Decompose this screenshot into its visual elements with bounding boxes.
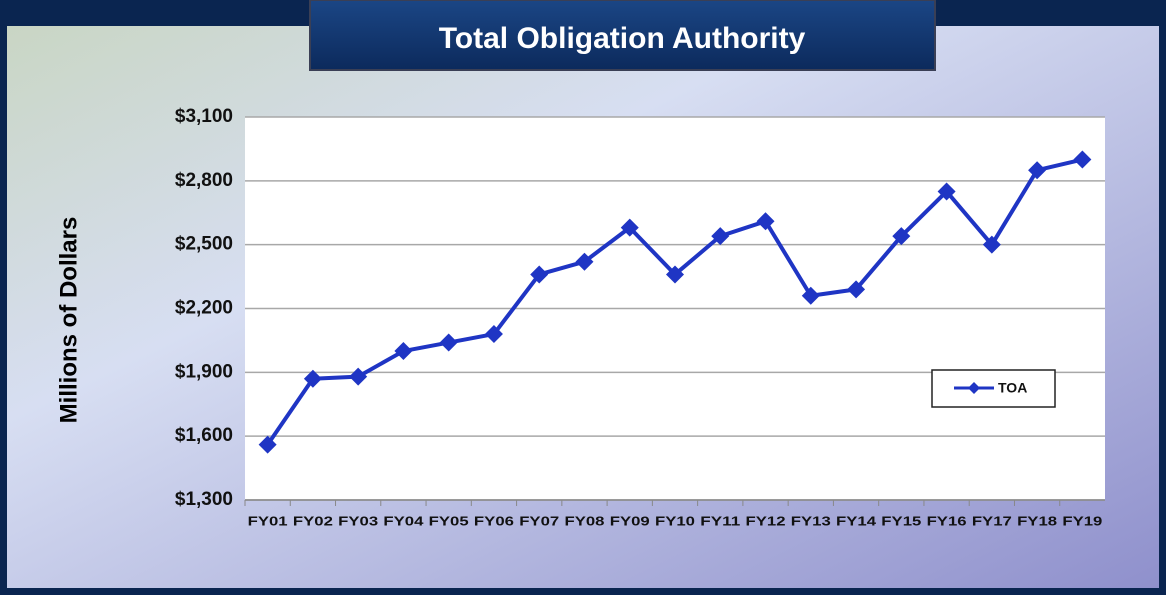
- marker: [439, 333, 458, 352]
- marker: [530, 265, 549, 284]
- y-tick-label: $2,800: [175, 170, 233, 191]
- marker: [303, 369, 322, 388]
- x-tick-label: FY07: [519, 513, 559, 528]
- x-tick-label: FY06: [474, 513, 514, 528]
- marker: [711, 227, 730, 246]
- marker: [1073, 150, 1092, 169]
- marker: [892, 227, 911, 246]
- x-tick-label: FY08: [564, 513, 604, 528]
- x-tick-label: FY12: [746, 513, 786, 528]
- marker: [801, 286, 820, 305]
- x-tick-label: FY19: [1062, 513, 1102, 528]
- x-tick-label: FY10: [655, 513, 695, 528]
- y-tick-label: $1,300: [175, 489, 233, 510]
- y-tick-label: $1,600: [175, 425, 233, 446]
- marker: [620, 218, 639, 237]
- legend-label: TOA: [998, 380, 1027, 396]
- x-tick-label: FY04: [383, 513, 424, 528]
- y-tick-label: $1,900: [175, 361, 233, 382]
- marker: [756, 212, 775, 231]
- legend-marker: [968, 382, 980, 394]
- x-tick-label: FY03: [338, 513, 378, 528]
- marker: [484, 325, 503, 344]
- x-tick-label: FY05: [429, 513, 469, 528]
- x-tick-label: FY15: [881, 513, 921, 528]
- x-tick-label: FY09: [610, 513, 650, 528]
- title-box: [309, 0, 936, 71]
- marker: [575, 252, 594, 271]
- x-tick-label: FY01: [248, 513, 288, 528]
- x-tick-label: FY16: [927, 513, 967, 528]
- y-axis-title: Millions of Dollars: [55, 217, 82, 424]
- x-tick-label: FY17: [972, 513, 1012, 528]
- marker: [258, 435, 277, 454]
- x-tick-label: FY18: [1017, 513, 1057, 528]
- marker: [394, 342, 413, 361]
- x-tick-label: FY14: [836, 513, 877, 528]
- x-tick-label: FY11: [700, 513, 740, 528]
- y-tick-label: $3,100: [175, 106, 233, 127]
- y-tick-label: $2,200: [175, 298, 233, 319]
- marker: [349, 367, 368, 386]
- marker: [666, 265, 684, 284]
- marker: [1028, 161, 1047, 180]
- legend-box: [931, 369, 1056, 408]
- marker: [982, 235, 1001, 254]
- y-tick-label: $2,500: [175, 234, 233, 255]
- marker: [937, 182, 956, 201]
- x-tick-label: FY02: [293, 513, 333, 528]
- chart-title: Total Obligation Authority: [439, 22, 806, 55]
- x-tick-label: FY13: [791, 513, 831, 528]
- marker: [847, 280, 866, 299]
